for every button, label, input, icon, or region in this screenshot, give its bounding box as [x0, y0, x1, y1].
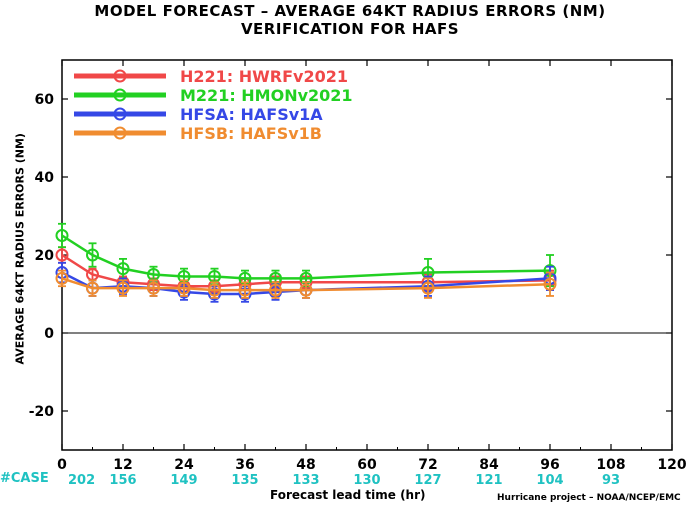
series-1-point — [116, 262, 130, 276]
case-count: 93 — [602, 473, 620, 488]
case-count: 149 — [170, 473, 197, 488]
series-3-point — [116, 281, 130, 295]
x-tick-label: 24 — [174, 457, 194, 473]
series-3-point — [177, 281, 191, 295]
y-axis-label: AVERAGE 64KT RADIUS ERRORS (NM) — [13, 133, 27, 365]
x-tick-label: 36 — [235, 457, 254, 473]
series-3-point — [55, 271, 69, 285]
series-3-point — [543, 277, 557, 291]
legend-marker — [113, 126, 127, 140]
series-3-point — [147, 281, 160, 295]
case-count: 156 — [109, 473, 136, 488]
case-count: 130 — [353, 473, 380, 488]
series-0-point — [55, 248, 69, 262]
y-tick-label: 60 — [35, 92, 55, 108]
credit-text: Hurricane project – NOAA/NCEP/EMC — [497, 493, 681, 503]
y-tick-label: -20 — [29, 404, 55, 420]
x-tick-label: 96 — [540, 457, 559, 473]
series-3-point — [238, 283, 252, 297]
series-3-point — [269, 283, 282, 297]
legend-marker — [113, 69, 127, 83]
x-tick-label: 60 — [357, 457, 377, 473]
series-1-point — [55, 229, 69, 242]
series-3-point — [208, 283, 221, 297]
legend-label: M221: HMONv2021 — [180, 86, 353, 105]
case-count: 121 — [475, 473, 502, 488]
series-1-point — [86, 248, 99, 262]
case-count: 104 — [536, 473, 563, 488]
x-tick-label: 0 — [57, 457, 67, 473]
series-3-point — [86, 281, 99, 295]
legend-marker — [113, 88, 127, 102]
legend-label: H221: HWRFv2021 — [180, 67, 348, 86]
series-3-point — [299, 283, 313, 297]
y-tick-label: 0 — [44, 326, 54, 342]
y-tick-label: 40 — [35, 170, 55, 186]
x-axis-label: Forecast lead time (hr) — [270, 488, 426, 502]
y-tick-label: 20 — [35, 248, 55, 264]
x-tick-label: 108 — [596, 457, 625, 473]
legend-marker — [113, 107, 127, 121]
x-tick-label: 84 — [479, 457, 499, 473]
case-count: 133 — [292, 473, 319, 488]
x-tick-label: 72 — [418, 457, 437, 473]
case-count-label: #CASE — [0, 471, 49, 486]
case-count: 127 — [414, 473, 441, 488]
x-tick-label: 48 — [296, 457, 315, 473]
legend-label: HFSB: HAFSv1B — [180, 124, 322, 143]
series-3-point — [421, 281, 435, 295]
chart-subtitle: VERIFICATION FOR HAFS — [240, 20, 460, 38]
x-tick-label: 12 — [113, 457, 132, 473]
case-count: 135 — [231, 473, 258, 488]
case-count: 202 — [68, 473, 95, 488]
plot-frame — [61, 59, 673, 451]
legend-label: HFSA: HAFSv1A — [180, 105, 323, 124]
x-tick-label: 120 — [657, 457, 686, 473]
chart-title: MODEL FORECAST – AVERAGE 64KT RADIUS ERR… — [94, 2, 606, 20]
